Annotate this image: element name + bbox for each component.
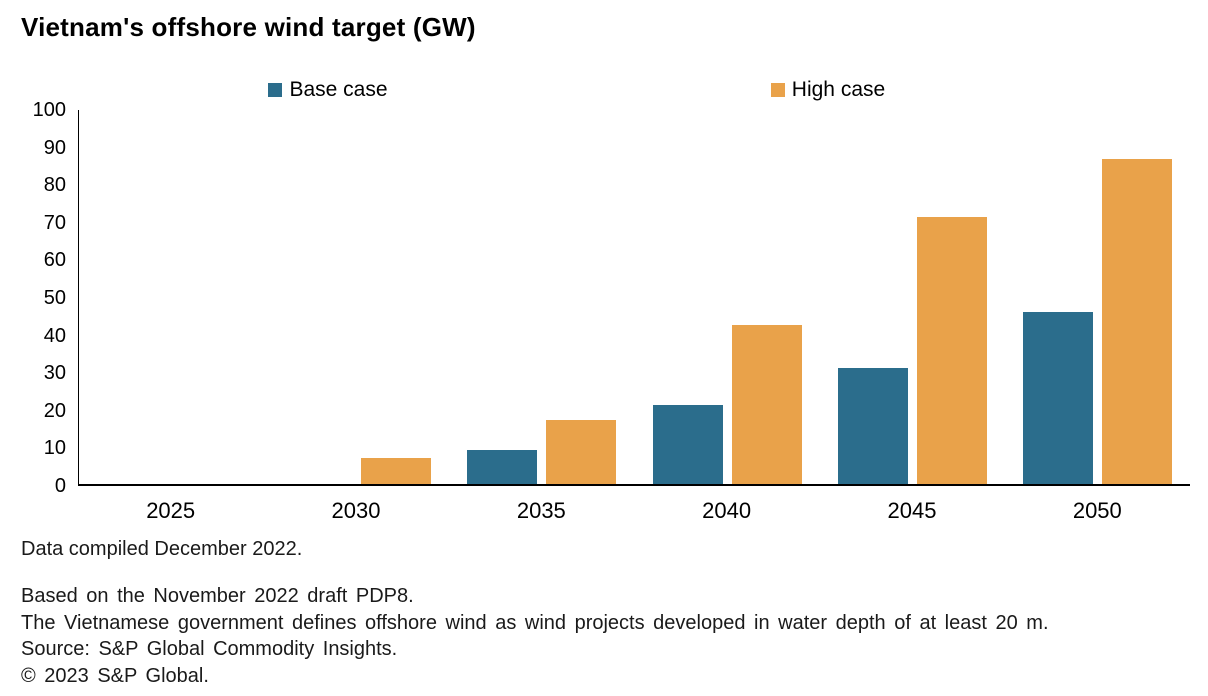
legend-item-base-case: Base case bbox=[78, 78, 578, 102]
x-tick-label-2035: 2035 bbox=[516, 498, 566, 523]
legend-label-base-case: Base case bbox=[289, 78, 388, 101]
bar-base-case-2035 bbox=[467, 450, 538, 484]
legend-swatch-high-case bbox=[770, 83, 785, 97]
legend-item-high-case: High case bbox=[578, 78, 1078, 102]
bar-base-case-2040 bbox=[652, 405, 723, 484]
x-axis-labels: 2025 2030 2035 2040 2045 2050 bbox=[78, 498, 1190, 524]
footnote-source: Source: S&P Global Commodity Insights. bbox=[21, 638, 398, 660]
x-tick-label-2040: 2040 bbox=[702, 498, 752, 523]
y-tick-label-50: 50 bbox=[43, 287, 66, 309]
bar-high-case-2030 bbox=[361, 457, 432, 484]
bar-group-2045 bbox=[820, 110, 1005, 484]
bar-high-case-2040 bbox=[731, 325, 802, 484]
footnote-basis: Based on the November 2022 draft PDP8. bbox=[21, 585, 414, 607]
bar-group-2050 bbox=[1005, 110, 1190, 484]
plot-area bbox=[78, 110, 1190, 486]
bar-high-case-2035 bbox=[546, 420, 617, 484]
bar-group-2030 bbox=[264, 110, 449, 484]
y-tick-label-80: 80 bbox=[43, 174, 66, 197]
footnote-definition: The Vietnamese government defines offsho… bbox=[21, 611, 1049, 634]
y-tick-label-60: 60 bbox=[43, 249, 66, 272]
bar-group-2035 bbox=[449, 110, 634, 484]
bar-high-case-2045 bbox=[916, 216, 987, 484]
chart-title: Vietnam's offshore wind target (GW) bbox=[21, 12, 476, 42]
bar-group-2025 bbox=[79, 110, 264, 484]
chart-legend: Base case High case bbox=[78, 78, 1078, 102]
footnote-copyright: © 2023 S&P Global. bbox=[21, 664, 209, 687]
x-tick-label-2030: 2030 bbox=[331, 498, 381, 523]
y-tick-label-0: 0 bbox=[54, 475, 66, 497]
footnote-block: Based on the November 2022 draft PDP8. T… bbox=[21, 583, 1141, 689]
bar-groups bbox=[79, 110, 1190, 484]
footnote-compiled: Data compiled December 2022. bbox=[21, 538, 303, 560]
x-tick-label-2050: 2050 bbox=[1072, 498, 1122, 523]
bar-high-case-2050 bbox=[1101, 158, 1172, 484]
bar-base-case-2045 bbox=[837, 368, 908, 484]
x-tick-label-2025: 2025 bbox=[146, 498, 196, 523]
y-axis-labels: 100 90 80 70 60 50 40 30 20 10 0 bbox=[0, 99, 66, 497]
bar-group-2040 bbox=[635, 110, 820, 484]
y-tick-label-20: 20 bbox=[43, 399, 66, 422]
bar-base-case-2050 bbox=[1022, 311, 1093, 484]
y-tick-label-100: 100 bbox=[32, 99, 66, 121]
y-tick-label-30: 30 bbox=[43, 362, 66, 385]
y-tick-label-40: 40 bbox=[43, 324, 66, 347]
legend-swatch-base-case bbox=[268, 83, 283, 97]
x-tick-label-2045: 2045 bbox=[887, 498, 937, 523]
y-tick-label-70: 70 bbox=[43, 211, 66, 234]
y-tick-label-90: 90 bbox=[43, 136, 66, 159]
legend-label-high-case: High case bbox=[791, 78, 886, 101]
y-tick-label-10: 10 bbox=[43, 437, 66, 460]
